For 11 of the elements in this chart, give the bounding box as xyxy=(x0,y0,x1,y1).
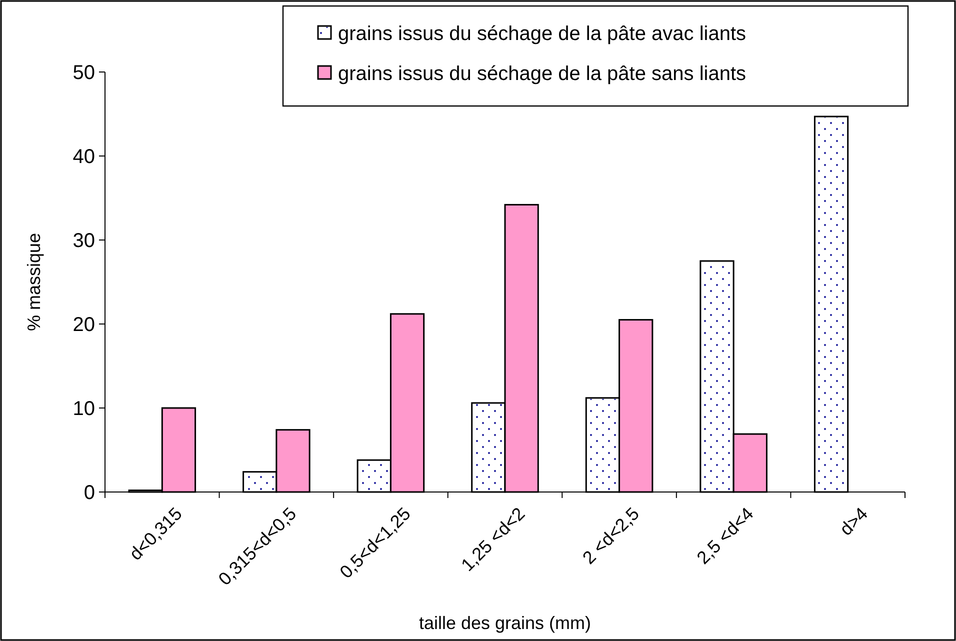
y-tick-label: 20 xyxy=(72,314,95,336)
y-tick-label: 10 xyxy=(72,398,95,420)
y-tick-label: 50 xyxy=(72,62,95,84)
legend-label: grains issus du séchage de la pâte sans liants xyxy=(338,63,746,85)
x-axis-title: taille des grains (mm) xyxy=(418,613,592,633)
y-tick-label: 40 xyxy=(72,146,95,168)
y-tick-label: 30 xyxy=(72,230,95,252)
y-axis-title: % massique xyxy=(24,232,44,332)
y-tick-label: 0 xyxy=(84,482,95,504)
legend-label: grains issus du séchage de la pâte avac liants xyxy=(338,23,746,45)
x-tick-label: d>4 xyxy=(836,504,872,540)
